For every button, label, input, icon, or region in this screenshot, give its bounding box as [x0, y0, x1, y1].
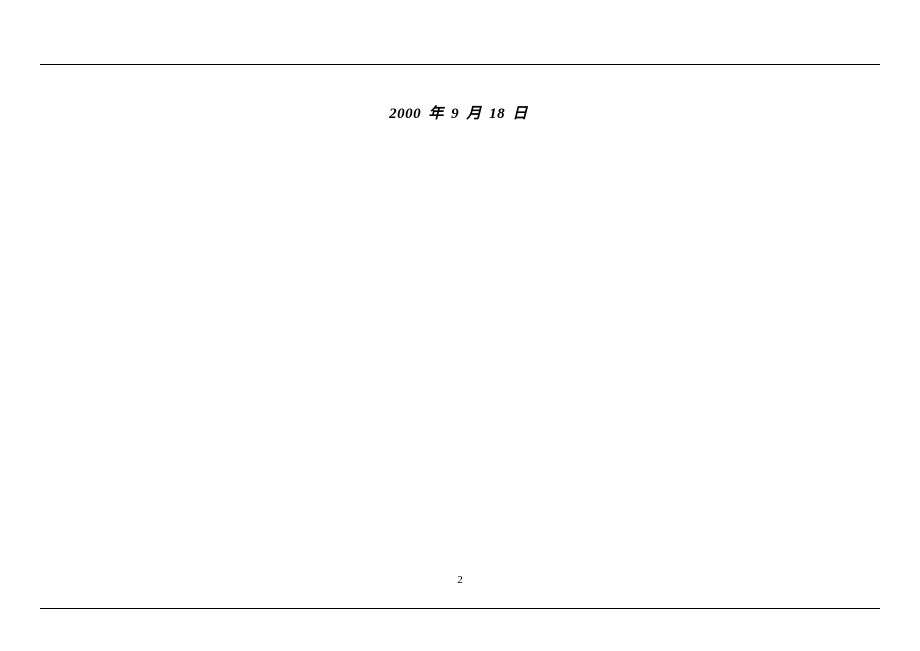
page-container: 2000 年 9 月 18 日 2	[0, 0, 920, 651]
document-date: 2000 年 9 月 18 日	[0, 102, 920, 123]
date-month-unit: 月	[466, 106, 482, 122]
date-year: 2000	[389, 106, 421, 122]
page-number: 2	[0, 574, 920, 586]
date-month: 9	[451, 106, 459, 122]
date-year-unit: 年	[428, 106, 444, 122]
top-horizontal-rule	[40, 64, 880, 65]
date-day-unit: 日	[512, 106, 528, 122]
date-day: 18	[489, 106, 505, 122]
bottom-horizontal-rule	[40, 608, 880, 609]
